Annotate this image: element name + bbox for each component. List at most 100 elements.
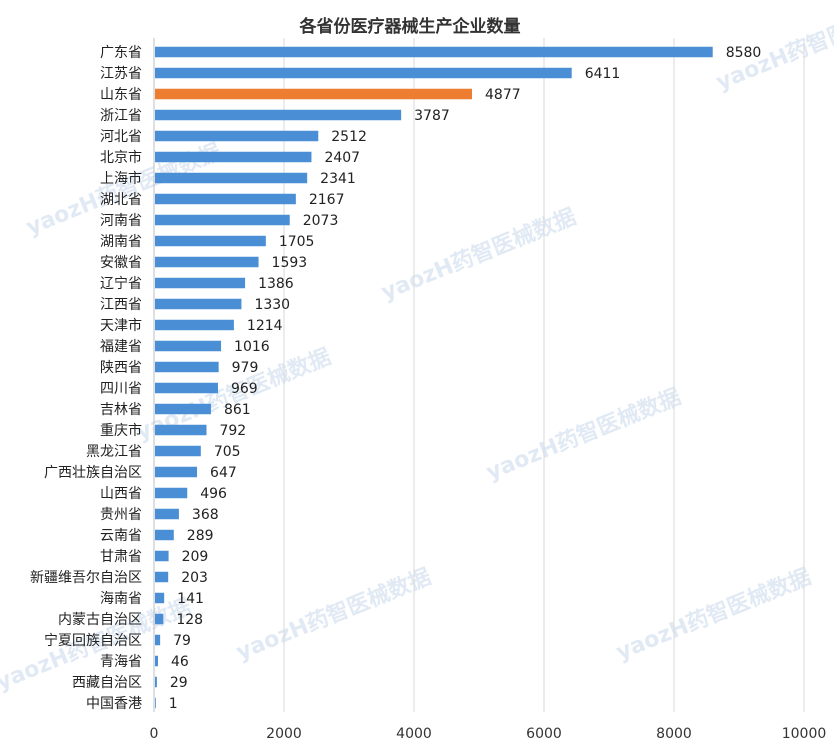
category-label: 湖南省: [100, 234, 142, 250]
value-label: 1705: [279, 234, 315, 250]
category-label: 江西省: [100, 297, 142, 313]
bars: [155, 46, 713, 709]
value-label: 705: [214, 444, 241, 460]
bar: [155, 46, 713, 58]
value-label: 1593: [272, 255, 308, 271]
value-label: 289: [187, 528, 214, 544]
value-label: 79: [173, 633, 191, 649]
watermark-text: yaozH药智医械数据: [233, 564, 435, 666]
bar: [155, 634, 161, 646]
category-label: 辽宁省: [100, 275, 142, 292]
value-label: 209: [182, 549, 209, 565]
value-label: 3787: [414, 108, 450, 124]
x-tick-label: 6000: [526, 726, 562, 742]
bar: [155, 697, 156, 709]
value-label: 647: [210, 465, 237, 481]
category-label: 上海市: [100, 170, 142, 187]
value-label: 2167: [309, 192, 345, 208]
value-label: 46: [171, 654, 189, 670]
value-label: 6411: [585, 66, 621, 82]
category-label: 海南省: [100, 591, 142, 607]
category-label: 山西省: [100, 486, 142, 502]
value-label: 1386: [258, 276, 294, 292]
bar: [155, 655, 158, 667]
chart-title: 各省份医疗器械生产企业数量: [299, 16, 521, 37]
bar: [155, 214, 290, 226]
value-label: 979: [232, 360, 259, 376]
value-label: 2073: [303, 213, 339, 229]
category-label: 河南省: [100, 213, 142, 229]
category-label: 西藏自治区: [72, 675, 142, 691]
bar: [155, 571, 169, 583]
category-label: 贵州省: [100, 507, 142, 523]
x-tick-label: 8000: [656, 726, 692, 742]
category-label: 山东省: [100, 87, 142, 103]
x-tick-label: 0: [150, 726, 159, 742]
value-label: 1214: [247, 318, 283, 334]
bar: [155, 151, 312, 163]
bar: [155, 550, 169, 562]
category-label: 青海省: [100, 654, 142, 670]
category-label: 福建省: [100, 339, 142, 355]
value-label: 141: [177, 591, 204, 607]
bar: [155, 466, 198, 478]
category-label: 内蒙古自治区: [58, 612, 142, 628]
category-label: 天津市: [100, 317, 142, 334]
category-label: 河北省: [100, 129, 142, 145]
category-label: 湖北省: [100, 192, 142, 208]
value-label: 2407: [324, 150, 360, 166]
value-label: 2341: [320, 171, 356, 187]
value-label: 969: [231, 381, 258, 397]
value-label: 2512: [331, 129, 367, 145]
bar: [155, 529, 174, 541]
bar: [155, 382, 218, 394]
category-labels: 广东省江苏省山东省浙江省河北省北京市上海市湖北省河南省湖南省安徽省辽宁省江西省天…: [30, 45, 142, 712]
value-label: 4877: [485, 87, 521, 103]
category-label: 陕西省: [100, 360, 142, 376]
value-label: 128: [176, 612, 203, 628]
bar: [155, 340, 222, 352]
bar: [155, 487, 188, 499]
x-tick-label: 4000: [396, 726, 432, 742]
value-label: 368: [192, 507, 219, 523]
bar: [155, 109, 402, 121]
x-tick-label: 2000: [266, 726, 302, 742]
value-labels: 8580641148773787251224072341216720731705…: [169, 45, 762, 712]
watermark-text: yaozH药智医械数据: [613, 564, 815, 666]
value-label: 29: [170, 675, 188, 691]
category-label: 黑龙江省: [86, 444, 142, 460]
bar: [155, 298, 242, 310]
category-label: 安徽省: [100, 255, 142, 271]
value-label: 8580: [726, 45, 762, 61]
bar: [155, 424, 207, 436]
category-label: 中国香港: [86, 696, 142, 712]
watermark-text: yaozH药智医械数据: [483, 384, 685, 486]
bar: [155, 256, 259, 268]
category-label: 广西壮族自治区: [44, 465, 142, 481]
value-label: 861: [224, 402, 251, 418]
category-label: 重庆市: [100, 422, 142, 439]
category-label: 江苏省: [100, 66, 142, 82]
bar: [155, 172, 308, 184]
x-tick-labels: 0 2000 4000 6000 8000 10000: [150, 726, 827, 742]
category-label: 甘肃省: [100, 549, 142, 565]
value-label: 1: [169, 696, 178, 712]
value-label: 1016: [234, 339, 270, 355]
value-label: 203: [181, 570, 208, 586]
category-label: 宁夏回族自治区: [44, 632, 142, 649]
bar: [155, 403, 211, 415]
category-label: 云南省: [100, 528, 142, 544]
category-label: 四川省: [100, 381, 142, 397]
bar: [155, 676, 157, 688]
category-label: 浙江省: [100, 108, 142, 124]
value-label: 792: [219, 423, 246, 439]
bar: [155, 277, 246, 289]
bar: [155, 67, 572, 79]
bar: [155, 130, 319, 142]
bar: [155, 592, 165, 604]
bar: [155, 235, 266, 247]
bar: [155, 445, 201, 457]
value-label: 496: [200, 486, 227, 502]
bar: [155, 361, 219, 373]
